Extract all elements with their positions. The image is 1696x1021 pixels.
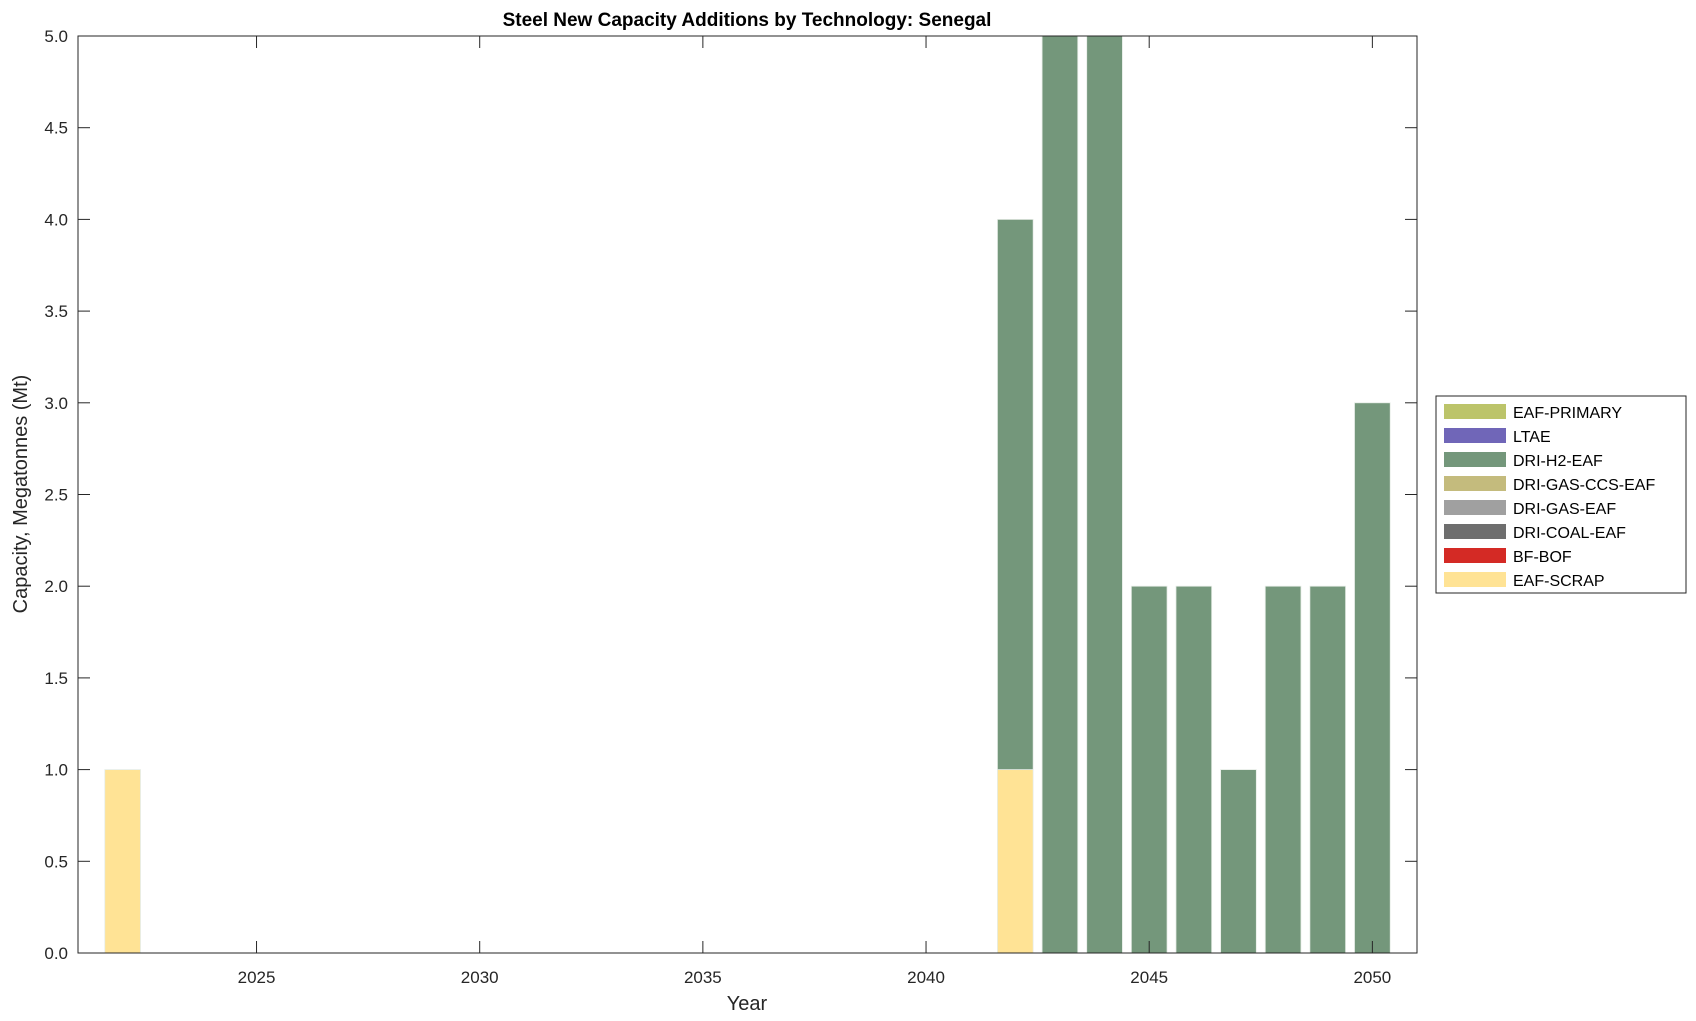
legend-label-eaf-scrap: EAF-SCRAP [1513, 573, 1605, 590]
bar-segment-dri-h2-eaf-2050 [1354, 402, 1391, 954]
bar-segment-dri-h2-eaf-2046 [1175, 585, 1213, 954]
x-tick-label: 2030 [461, 968, 499, 987]
y-tick-label: 5.0 [44, 27, 68, 46]
legend-label-dri-h2-eaf: DRI-H2-EAF [1513, 453, 1603, 470]
y-tick-label: 2.5 [44, 486, 68, 505]
legend-label-dri-gas-ccs-eaf: DRI-GAS-CCS-EAF [1513, 477, 1655, 494]
y-tick-label: 1.0 [44, 761, 68, 780]
bar-segment-dri-h2-eaf-2045 [1130, 585, 1168, 954]
legend-label-ltae: LTAE [1513, 429, 1551, 446]
x-tick-label: 2050 [1353, 968, 1391, 987]
y-tick-label: 4.5 [44, 119, 68, 138]
bar-segment-dri-h2-eaf-2047 [1220, 769, 1257, 954]
bar-segment-eaf-scrap-2022 [104, 769, 141, 954]
legend-swatch-dri-coal-eaf [1444, 524, 1506, 539]
y-tick-label: 4.0 [44, 210, 68, 229]
legend-label-dri-coal-eaf: DRI-COAL-EAF [1513, 525, 1626, 542]
legend-swatch-ltae [1444, 428, 1506, 443]
legend: EAF-PRIMARY LTAE DRI-H2-EAF DRI-GAS-CCS-EAF… [1435, 395, 1687, 594]
x-tick-label: 2040 [907, 968, 945, 987]
plot-area-frame [77, 35, 1418, 954]
legend-label-eaf-primary: EAF-PRIMARY [1513, 405, 1622, 422]
legend-label-bf-bof: BF-BOF [1513, 549, 1572, 566]
bars-layer [104, 35, 1391, 954]
chart-title: Steel New Capacity Additions by Technolo… [503, 10, 992, 31]
legend-swatch-eaf-scrap [1444, 572, 1506, 587]
y-axis-label: Capacity, Megatonnes (Mt) [10, 375, 32, 614]
bar-segment-dri-h2-eaf-2042 [997, 218, 1034, 771]
legend-swatch-dri-h2-eaf [1444, 452, 1506, 467]
y-tick-label: 2.0 [44, 577, 68, 596]
x-axis-label: Year [727, 993, 768, 1015]
y-axis: 0.0 0.5 1.0 1.5 2.0 2.5 3.0 3.5 4.0 4.5 5.0 [44, 27, 1417, 963]
bar-segment-dri-h2-eaf-2049 [1309, 585, 1346, 954]
y-tick-label: 1.5 [44, 669, 68, 688]
legend-swatch-dri-gas-eaf [1444, 500, 1506, 515]
bar-segment-dri-h2-eaf-2044 [1086, 35, 1123, 954]
y-tick-label: 0.0 [44, 944, 68, 963]
legend-swatch-bf-bof [1444, 548, 1506, 563]
bar-segment-eaf-scrap-2042 [997, 769, 1034, 954]
y-tick-label: 0.5 [44, 852, 68, 871]
x-tick-label: 2035 [684, 968, 722, 987]
x-axis: 2025 2030 2035 2040 2045 2050 [238, 36, 1391, 987]
x-tick-label: 2045 [1130, 968, 1168, 987]
x-tick-label: 2025 [238, 968, 276, 987]
bar-segment-dri-h2-eaf-2043 [1041, 35, 1079, 954]
legend-swatch-eaf-primary [1444, 404, 1506, 419]
legend-label-dri-gas-eaf: DRI-GAS-EAF [1513, 501, 1616, 518]
y-tick-label: 3.5 [44, 302, 68, 321]
legend-swatch-dri-gas-ccs-eaf [1444, 476, 1506, 491]
bar-segment-dri-h2-eaf-2048 [1264, 585, 1302, 954]
y-tick-label: 3.0 [44, 394, 68, 413]
